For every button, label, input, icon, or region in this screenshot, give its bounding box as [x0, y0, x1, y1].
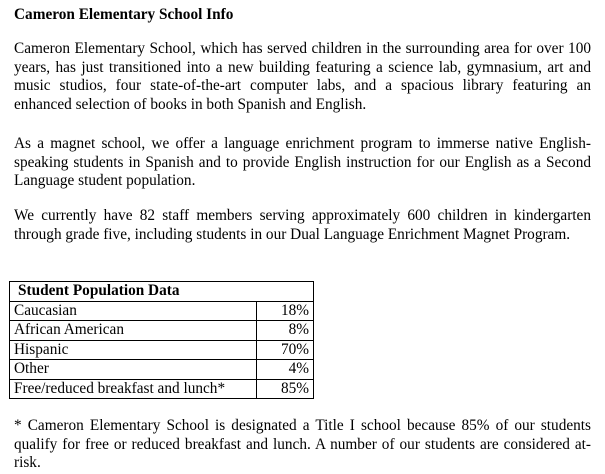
table-header: Student Population Data: [9, 281, 314, 302]
row-label: Free/reduced breakfast and lunch*: [9, 378, 257, 399]
table-row: African American 8%: [9, 320, 314, 341]
intro-paragraph: Cameron Elementary School, which has ser…: [14, 40, 591, 113]
row-value: 85%: [256, 378, 314, 399]
row-label: African American: [9, 320, 257, 341]
table-row: Other 4%: [9, 359, 314, 380]
row-value: 8%: [256, 320, 314, 341]
row-label: Hispanic: [9, 339, 257, 360]
page-title: Cameron Elementary School Info: [14, 6, 234, 23]
row-value: 18%: [256, 300, 314, 321]
table-row: Caucasian 18%: [9, 300, 314, 321]
table-row: Hispanic 70%: [9, 339, 314, 360]
row-label: Other: [9, 359, 257, 380]
staff-paragraph: We currently have 82 staff members servi…: [14, 207, 591, 243]
row-label: Caucasian: [9, 300, 257, 321]
row-value: 4%: [256, 359, 314, 380]
row-value: 70%: [256, 339, 314, 360]
table-header-row: Student Population Data: [9, 281, 314, 302]
footnote: * Cameron Elementary School is designate…: [14, 417, 591, 471]
table-row: Free/reduced breakfast and lunch* 85%: [9, 378, 314, 399]
magnet-paragraph: As a magnet school, we offer a language …: [14, 135, 591, 189]
student-population-table: Student Population Data Caucasian 18% Af…: [9, 281, 314, 399]
